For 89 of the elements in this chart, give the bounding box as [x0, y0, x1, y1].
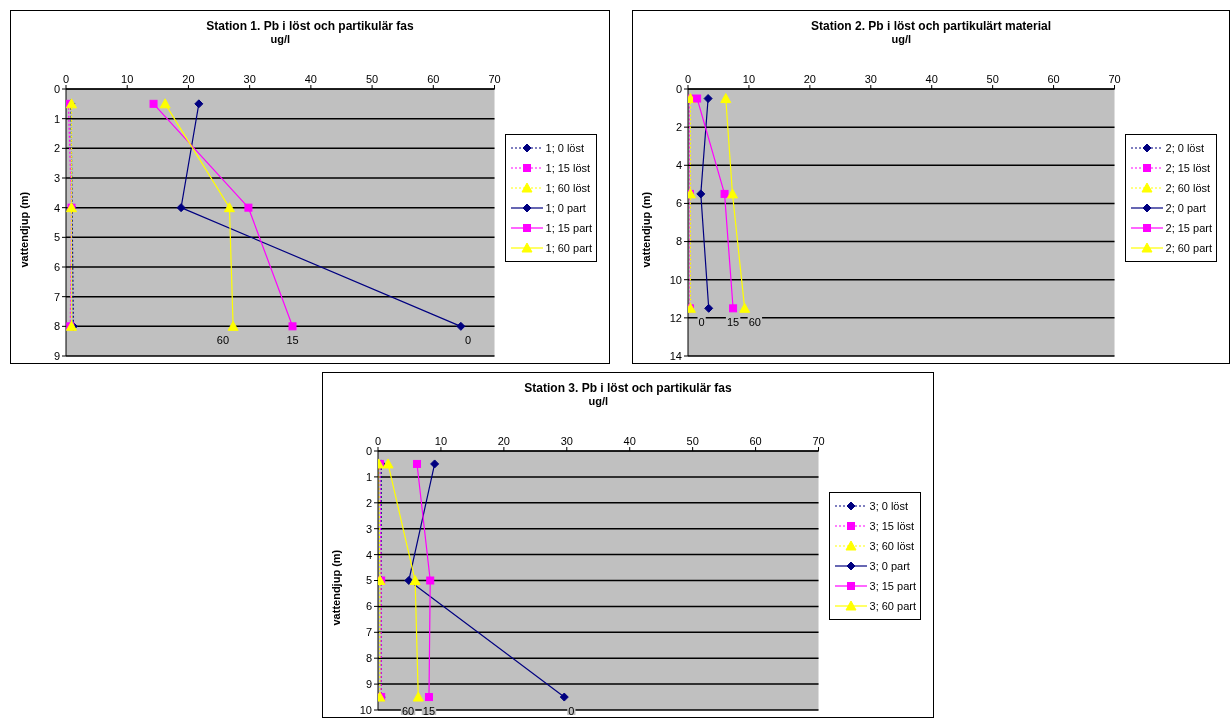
x-tick-label: 60 — [427, 73, 440, 85]
y-tick-label: 0 — [53, 82, 60, 95]
x-axis-title: ug/l — [270, 33, 291, 45]
annotation: 0 — [698, 316, 705, 329]
y-tick-label: 9 — [53, 349, 60, 362]
x-tick-label: 10 — [121, 73, 134, 85]
legend-label: 2; 60 part — [1165, 242, 1212, 254]
legend-label: 1; 60 part — [545, 242, 592, 254]
y-tick-label: 9 — [365, 678, 372, 691]
legend-label: 2; 0 löst — [1165, 142, 1205, 154]
x-tick-label: 0 — [374, 435, 382, 447]
y-tick-label: 2 — [53, 142, 60, 155]
x-tick-label: 20 — [182, 73, 195, 85]
x-tick-label: 70 — [1108, 73, 1121, 85]
x-tick-label: 10 — [742, 73, 756, 85]
y-tick-label: 8 — [365, 652, 372, 665]
chart-title: Station 1. Pb i löst och partikulär fas — [205, 18, 415, 35]
legend-label: 3; 15 part — [869, 580, 916, 592]
x-tick-label: 40 — [925, 73, 938, 85]
y-tick-label: 8 — [675, 235, 682, 248]
y-tick-label: 4 — [365, 548, 372, 561]
legend-label: 3; 0 part — [869, 560, 910, 572]
legend-label: 1; 0 part — [545, 202, 586, 214]
annotation: 15 — [726, 316, 740, 329]
y-tick-label: 3 — [53, 171, 60, 184]
y-tick-label: 8 — [53, 320, 60, 333]
y-tick-label: 1 — [365, 470, 372, 483]
y-axis-title: vattendjup (m) — [17, 191, 30, 268]
y-tick-label: 6 — [365, 600, 372, 613]
y-tick-label: 14 — [669, 349, 682, 362]
y-tick-label: 5 — [365, 574, 372, 587]
x-tick-label: 0 — [62, 73, 70, 85]
y-tick-label: 4 — [675, 159, 682, 172]
y-tick-label: 2 — [365, 496, 372, 509]
x-tick-label: 70 — [812, 435, 825, 447]
x-axis-title: ug/l — [588, 395, 609, 407]
y-tick-label: 6 — [675, 197, 682, 210]
x-tick-label: 30 — [864, 73, 877, 85]
x-tick-label: 0 — [684, 73, 692, 85]
legend-label: 1; 15 löst — [545, 162, 591, 174]
legend-label: 3; 0 löst — [869, 500, 909, 512]
x-tick-label: 60 — [1047, 73, 1060, 85]
y-tick-label: 3 — [365, 522, 372, 535]
legend-label: 1; 60 löst — [545, 182, 591, 194]
y-tick-label: 12 — [669, 311, 682, 324]
y-tick-label: 6 — [53, 260, 60, 273]
y-tick-label: 1 — [53, 112, 60, 125]
chart-title: Station 2. Pb i löst och partikulärt material — [809, 18, 1053, 35]
legend-label: 2; 60 löst — [1165, 182, 1211, 194]
x-tick-label: 20 — [803, 73, 816, 85]
x-tick-label: 10 — [434, 435, 448, 447]
x-tick-label: 50 — [986, 73, 999, 85]
legend-label: 2; 0 part — [1165, 202, 1206, 214]
chart-title: Station 3. Pb i löst och partikulär fas — [523, 380, 733, 397]
annotation: 60 — [216, 334, 230, 347]
x-tick-label: 30 — [560, 435, 573, 447]
legend-label: 1; 0 löst — [545, 142, 585, 154]
annotation: 60 — [748, 316, 761, 329]
legend-label: 2; 15 part — [1165, 222, 1212, 234]
y-tick-label: 10 — [669, 273, 682, 286]
annotation: 15 — [422, 705, 436, 718]
x-tick-label: 40 — [304, 73, 317, 85]
y-tick-label: 0 — [675, 82, 682, 95]
y-tick-label: 4 — [53, 201, 60, 214]
legend-label: 3; 60 part — [869, 600, 916, 612]
y-tick-label: 7 — [53, 290, 60, 303]
x-tick-label: 50 — [686, 435, 699, 447]
y-tick-label: 10 — [359, 703, 372, 716]
annotation: 15 — [286, 334, 299, 347]
annotation: 0 — [568, 705, 575, 718]
y-axis-title: vattendjup (m) — [329, 549, 342, 626]
legend-label: 3; 60 löst — [869, 540, 915, 552]
x-tick-label: 40 — [623, 435, 636, 447]
y-tick-label: 0 — [365, 444, 372, 457]
x-tick-label: 60 — [749, 435, 762, 447]
legend-label: 3; 15 löst — [869, 520, 915, 532]
x-tick-label: 20 — [497, 435, 510, 447]
legend-label: 2; 15 löst — [1165, 162, 1211, 174]
x-axis-title: ug/l — [891, 33, 912, 45]
x-tick-label: 70 — [488, 73, 501, 85]
y-tick-label: 7 — [365, 626, 372, 639]
annotation: 60 — [401, 705, 415, 718]
annotation: 0 — [464, 334, 472, 347]
x-tick-label: 50 — [365, 73, 379, 85]
y-axis-title: vattendjup (m) — [639, 191, 652, 268]
y-tick-label: 2 — [675, 121, 682, 134]
x-tick-label: 30 — [243, 73, 256, 85]
y-tick-label: 5 — [53, 231, 60, 244]
legend-label: 1; 15 part — [545, 222, 592, 234]
